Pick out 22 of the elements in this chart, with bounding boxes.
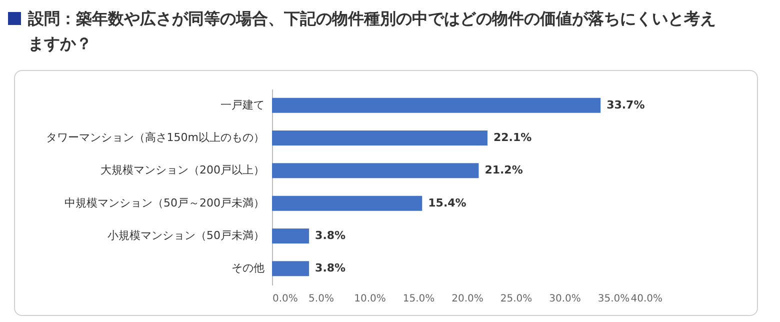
y-tick-label: 大規模マンション（200戸以上） [100,164,264,177]
data-label: 33.7% [606,98,645,112]
x-tick-label: 30.0% [549,294,581,304]
y-tick-label: 一戸建て [220,98,264,112]
y-tick-label: 小規模マンション（50戸未満） [108,229,264,242]
x-tick-label: 20.0% [452,294,484,304]
data-label: 3.8% [315,262,346,275]
y-tick-label: その他 [232,262,264,275]
x-tick-label: 35.0% [598,294,630,304]
x-tick-label: 5.0% [308,294,334,304]
y-tick-label: タワーマンション（高さ150m以上のもの） [46,131,264,144]
data-label: 22.1% [493,131,532,144]
x-tick-label: 25.0% [500,294,532,304]
x-tick-label: 10.0% [354,294,386,304]
chart-title: 設問：築年数や広さが同等の場合、下記の物件種別の中ではどの物件の価値が落ちにくいと考えますか？ [28,8,717,55]
data-label: 15.4% [428,196,466,210]
x-tick-label: 40.0% [630,294,662,304]
y-tick-label: 中規模マンション（50戸～200戸未満） [64,196,264,210]
data-label: 21.2% [484,164,523,177]
data-label: 3.8% [315,229,346,242]
x-tick-label: 15.0% [402,294,435,304]
x-tick-label: 0.0% [272,294,298,304]
